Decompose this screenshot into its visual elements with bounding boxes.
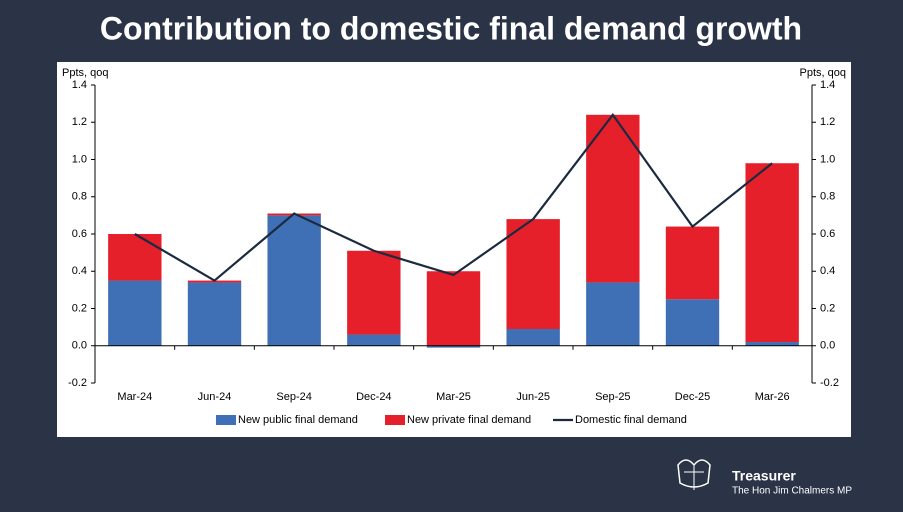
legend-label: Domestic final demand (575, 414, 687, 426)
footer-subtitle: The Hon Jim Chalmers MP (732, 486, 852, 497)
y2-tick-label: 1.2 (820, 116, 835, 128)
bar (586, 282, 640, 346)
slide-title: Contribution to domestic final demand gr… (100, 10, 802, 46)
y-tick-label: 0.8 (72, 191, 87, 203)
y-tick-label: 0.2 (72, 302, 87, 314)
y-axis-label: Ppts, qoq (62, 67, 108, 79)
y2-tick-label: 1.0 (820, 153, 835, 165)
x-tick-label: Sep-24 (276, 391, 311, 403)
y-tick-label: 1.2 (72, 116, 87, 128)
legend-swatch (385, 415, 405, 425)
footer-title: Treasurer (732, 468, 796, 484)
y2-tick-label: -0.2 (820, 377, 839, 389)
bar (745, 163, 799, 343)
x-tick-label: Mar-24 (117, 391, 152, 403)
y-tick-label: 1.0 (72, 153, 87, 165)
bar (347, 334, 401, 346)
y2-tick-label: 1.4 (820, 79, 835, 91)
y-tick-label: 0.4 (72, 265, 87, 277)
y2-axis-label: Ppts, qoq (800, 67, 846, 79)
crest (677, 459, 711, 488)
y2-tick-label: 0.4 (820, 265, 835, 277)
y2-tick-label: 0.6 (820, 228, 835, 240)
chart-panel (57, 62, 851, 437)
bar (267, 215, 321, 346)
bar (108, 280, 162, 346)
bar (745, 342, 799, 346)
bar (665, 226, 720, 300)
bar (108, 234, 162, 281)
y-tick-label: 1.4 (72, 79, 87, 91)
y-tick-label: -0.2 (68, 377, 87, 389)
x-tick-label: Mar-26 (755, 391, 790, 403)
legend-label: New public final demand (238, 414, 358, 426)
line (134, 112, 773, 282)
y2-tick-label: 0.2 (820, 302, 835, 314)
bar (426, 271, 481, 346)
x-tick-label: Sep-25 (595, 391, 630, 403)
bar (347, 250, 401, 335)
legend-swatch (216, 415, 236, 425)
x-tick-label: Jun-24 (198, 391, 232, 403)
bar (187, 282, 242, 346)
bar (665, 299, 720, 346)
bar (506, 219, 560, 329)
logo (677, 459, 711, 490)
y2-tick-label: 0.0 (820, 340, 835, 352)
x-tick-label: Dec-25 (675, 391, 710, 403)
bar (426, 345, 481, 348)
y-tick-label: 0.6 (72, 228, 87, 240)
x-tick-label: Mar-25 (436, 391, 471, 403)
x-tick-label: Jun-25 (516, 391, 550, 403)
crest-detail (684, 466, 704, 490)
legend-label: New private final demand (407, 414, 531, 426)
y-tick-label: 0.0 (72, 340, 87, 352)
y2-tick-label: 0.8 (820, 191, 835, 203)
x-tick-label: Dec-24 (356, 391, 391, 403)
bar (506, 328, 560, 346)
bar (586, 114, 640, 283)
